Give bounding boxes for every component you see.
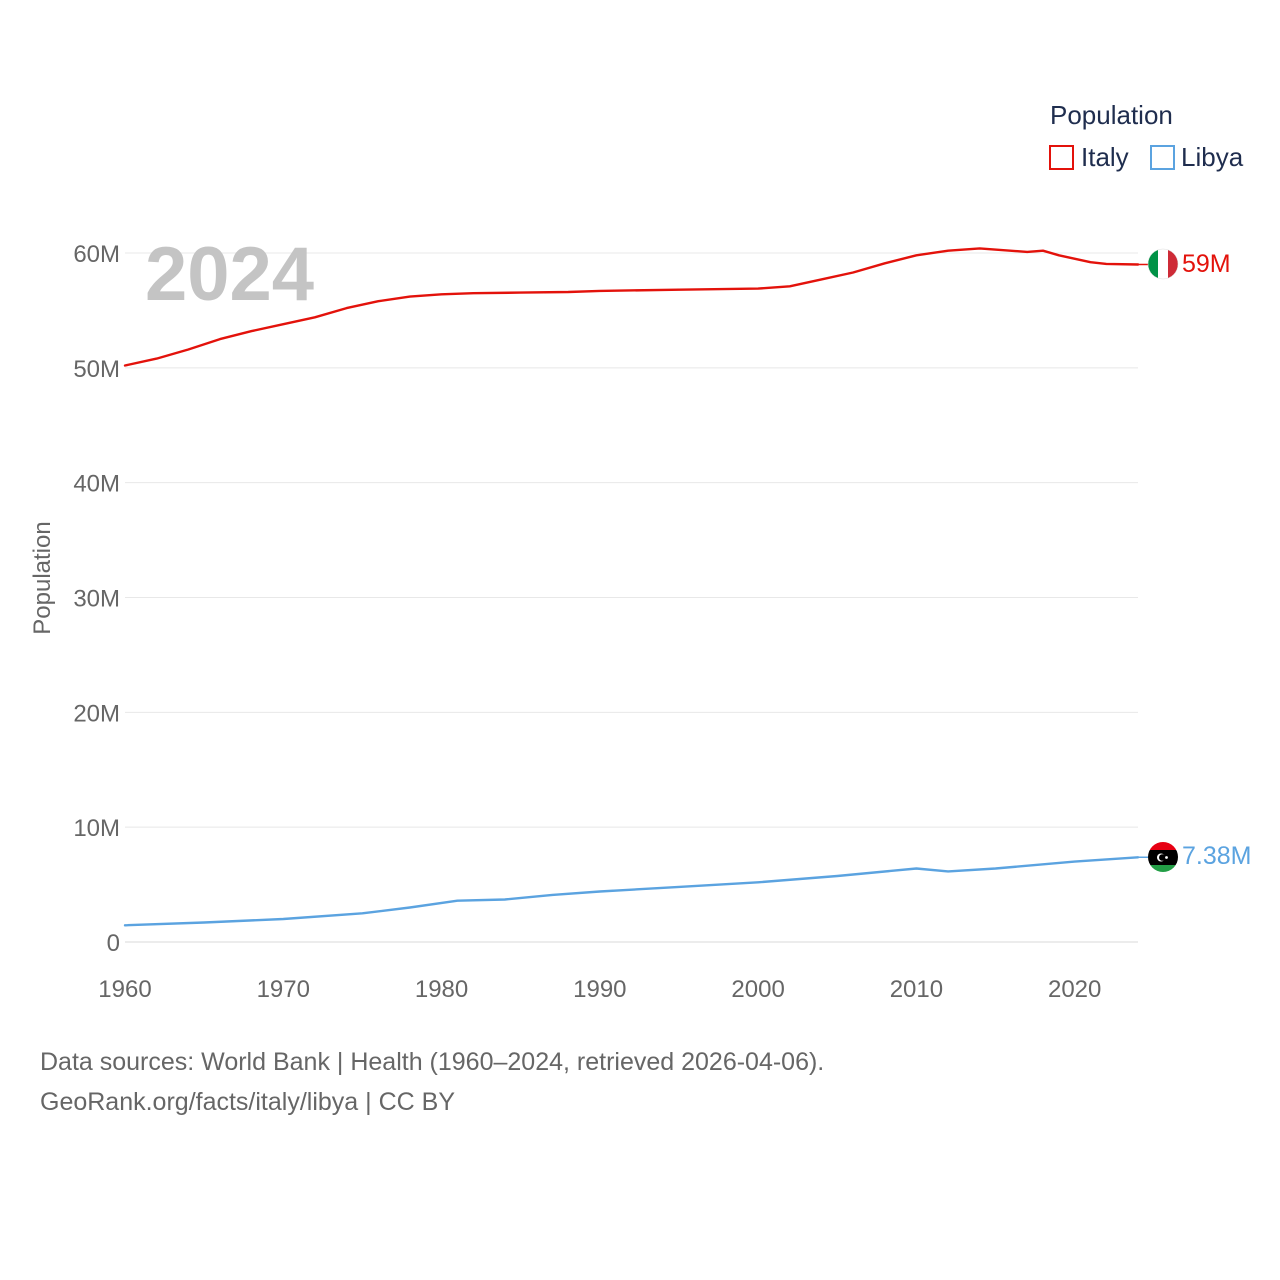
end-label-italy: 59M xyxy=(1182,250,1231,278)
legend: Population Italy Libya xyxy=(1049,100,1244,172)
series-line-libya[interactable] xyxy=(123,856,1140,927)
y-axis-label: Population xyxy=(29,521,56,634)
legend-item-italy[interactable]: Italy xyxy=(1049,142,1129,172)
x-tick-label: 1990 xyxy=(573,976,626,1003)
end-label-libya: 7.38M xyxy=(1182,842,1251,870)
y-tick-label: 40M xyxy=(73,471,120,498)
legend-swatch-libya xyxy=(1150,145,1175,170)
x-tick-label: 2000 xyxy=(731,976,784,1003)
x-tick-label: 2010 xyxy=(890,976,943,1003)
x-tick-label: 1970 xyxy=(257,976,310,1003)
source-link-text[interactable]: GeoRank.org/facts/italy/libya | CC BY xyxy=(40,1088,455,1116)
legend-label-libya: Libya xyxy=(1181,142,1244,172)
y-tick-label: 0 xyxy=(107,930,120,957)
series-line-italy[interactable] xyxy=(123,247,1140,367)
y-tick-label: 60M xyxy=(73,241,120,268)
legend-item-libya[interactable]: Libya xyxy=(1150,142,1244,172)
italy-flag-icon xyxy=(1148,249,1178,279)
libya-flag-icon xyxy=(1148,842,1178,872)
y-tick-label: 30M xyxy=(73,586,120,613)
gridlines xyxy=(125,252,1138,943)
population-line-chart: 0 10M 20M 30M 40M 50M 60M 1960 1970 1980 1990 2000… xyxy=(29,100,1251,1003)
footer: Data sources: World Bank | Health (1960–… xyxy=(40,1042,824,1122)
legend-title: Population xyxy=(1050,100,1173,130)
y-axis-ticks: 0 10M 20M 30M 40M 50M 60M xyxy=(73,241,120,957)
legend-label-italy: Italy xyxy=(1081,142,1129,172)
x-tick-label: 1960 xyxy=(98,976,151,1003)
y-tick-label: 20M xyxy=(73,700,120,727)
x-tick-label: 1980 xyxy=(415,976,468,1003)
data-sources-text: Data sources: World Bank | Health (1960–… xyxy=(40,1048,825,1076)
year-watermark: 2024 xyxy=(145,232,314,317)
y-tick-label: 10M xyxy=(73,815,120,842)
legend-swatch-italy xyxy=(1049,145,1074,170)
y-tick-label: 50M xyxy=(73,356,120,383)
x-axis-ticks: 1960 1970 1980 1990 2000 2010 2020 xyxy=(98,976,1101,1003)
series-lines xyxy=(123,247,1148,927)
x-tick-label: 2020 xyxy=(1048,976,1101,1003)
